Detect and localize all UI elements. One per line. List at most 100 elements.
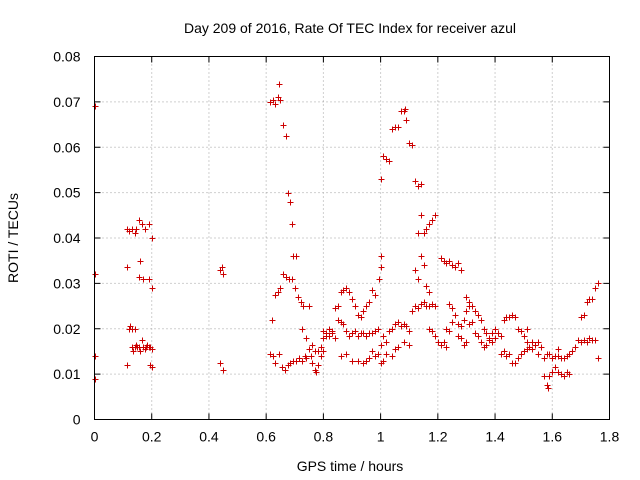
- y-tick-label: 0.04: [53, 230, 80, 246]
- data-point: [538, 344, 545, 351]
- data-point: [406, 342, 413, 349]
- data-point: [219, 264, 226, 271]
- data-point: [343, 285, 350, 292]
- data-point: [421, 262, 428, 269]
- y-tick-label: 0.07: [53, 94, 80, 110]
- data-point: [458, 323, 465, 330]
- y-tick-label: 0.06: [53, 139, 80, 155]
- data-point: [349, 296, 356, 303]
- data-point: [415, 305, 422, 312]
- data-point: [217, 360, 224, 367]
- data-point: [441, 339, 448, 346]
- data-point: [478, 317, 485, 324]
- data-point: [395, 124, 402, 131]
- data-point: [132, 230, 139, 237]
- plot-frame: [94, 56, 610, 420]
- data-point: [378, 342, 385, 349]
- data-point: [421, 299, 428, 306]
- data-point: [438, 342, 445, 349]
- data-point: [360, 308, 367, 315]
- data-point: [463, 308, 470, 315]
- data-point: [492, 335, 499, 342]
- data-point: [380, 153, 387, 160]
- data-point: [429, 217, 436, 224]
- data-point: [352, 303, 359, 310]
- data-point: [136, 274, 143, 281]
- data-point: [92, 353, 99, 360]
- data-point: [270, 353, 277, 360]
- data-point: [313, 369, 320, 376]
- data-point: [318, 353, 325, 360]
- x-tick-label: 1.2: [428, 429, 448, 445]
- data-point: [463, 294, 470, 301]
- data-point: [346, 289, 353, 296]
- data-point: [380, 358, 387, 365]
- data-point: [389, 326, 396, 333]
- data-point: [299, 326, 306, 333]
- data-point: [461, 317, 468, 324]
- data-point: [315, 348, 322, 355]
- data-point: [293, 253, 300, 260]
- data-point: [466, 299, 473, 306]
- data-point: [276, 351, 283, 358]
- data-point: [149, 235, 156, 242]
- x-tick-label: 0.6: [256, 429, 276, 445]
- data-point: [472, 308, 479, 315]
- data-point: [146, 276, 153, 283]
- data-point: [472, 330, 479, 337]
- data-point: [289, 221, 296, 228]
- data-point: [512, 314, 519, 321]
- data-point: [549, 369, 556, 376]
- data-point: [132, 326, 139, 333]
- data-point: [592, 285, 599, 292]
- data-point: [137, 258, 144, 265]
- data-point: [375, 326, 382, 333]
- data-point: [403, 117, 410, 124]
- data-point: [303, 335, 310, 342]
- data-point: [595, 280, 602, 287]
- x-tick-label: 1.6: [543, 429, 563, 445]
- data-point: [386, 158, 393, 165]
- data-point: [146, 221, 153, 228]
- data-point: [139, 221, 146, 228]
- data-point: [426, 221, 433, 228]
- data-point: [300, 303, 307, 310]
- data-point: [518, 351, 525, 358]
- data-point: [276, 81, 283, 88]
- data-point: [139, 337, 146, 344]
- data-point: [438, 255, 445, 262]
- data-point: [378, 176, 385, 183]
- data-point: [140, 276, 147, 283]
- data-point: [449, 319, 456, 326]
- data-point: [446, 258, 453, 265]
- data-point: [572, 344, 579, 351]
- data-point: [376, 276, 383, 283]
- data-point: [369, 348, 376, 355]
- grid-lines: [94, 56, 610, 420]
- data-point: [375, 351, 382, 358]
- data-point: [401, 339, 408, 346]
- data-point: [409, 142, 416, 149]
- data-point: [296, 355, 303, 362]
- data-point: [149, 346, 156, 353]
- data-point: [524, 326, 531, 333]
- y-tick-label: 0.01: [53, 366, 80, 382]
- data-point: [455, 260, 462, 267]
- data-point: [495, 330, 502, 337]
- data-point: [406, 328, 413, 335]
- data-point: [308, 353, 315, 360]
- data-point: [498, 351, 505, 358]
- data-point: [369, 287, 376, 294]
- data-point: [529, 346, 536, 353]
- data-point: [363, 303, 370, 310]
- data-point: [280, 271, 287, 278]
- data-point: [446, 301, 453, 308]
- data-point: [272, 360, 279, 367]
- x-tick-label: 0.8: [314, 429, 334, 445]
- y-axis-label: ROTI / TECUs: [5, 193, 21, 283]
- data-point: [220, 367, 227, 374]
- data-point: [320, 328, 327, 335]
- data-point: [315, 362, 322, 369]
- data-point: [458, 335, 465, 342]
- data-point: [383, 339, 390, 346]
